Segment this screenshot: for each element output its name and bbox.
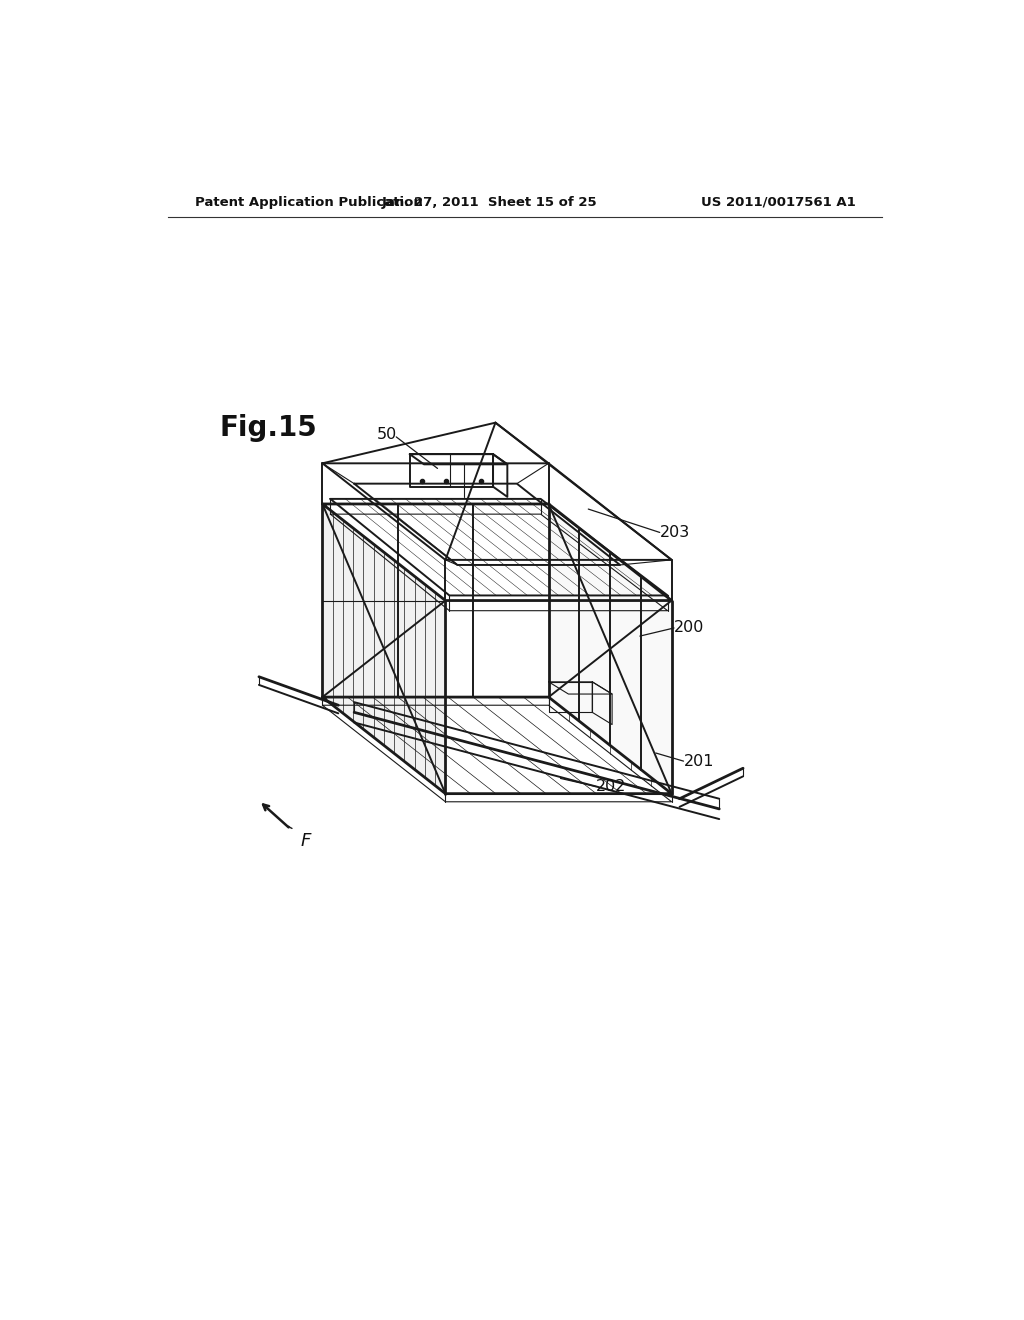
Text: US 2011/0017561 A1: US 2011/0017561 A1 [701,195,856,209]
Text: 50: 50 [377,428,396,442]
Text: 202: 202 [596,779,627,795]
Text: 200: 200 [674,620,705,635]
Text: Patent Application Publication: Patent Application Publication [196,195,423,209]
Text: 203: 203 [659,525,690,540]
Text: F: F [301,833,311,850]
Text: Jan. 27, 2011  Sheet 15 of 25: Jan. 27, 2011 Sheet 15 of 25 [381,195,597,209]
Polygon shape [549,504,672,793]
Text: 201: 201 [684,754,714,768]
Text: Fig.15: Fig.15 [219,413,317,442]
Polygon shape [323,504,445,793]
